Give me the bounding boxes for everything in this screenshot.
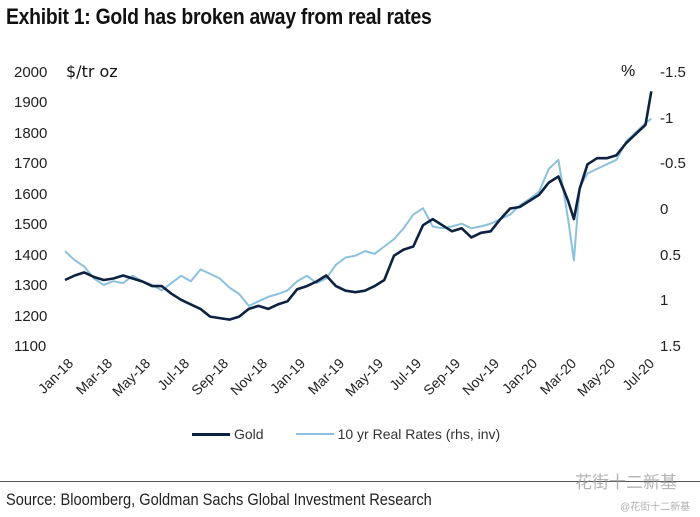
left-axis-tick-label: 1600 (14, 185, 48, 203)
left-axis-tick-label: 1200 (14, 307, 48, 325)
left-axis-tick-label: 1100 (14, 338, 47, 355)
left-axis-tick-label: 1700 (14, 155, 48, 173)
left-axis-tick-label: 1300 (14, 277, 48, 295)
watermark: 花街十二新基 (575, 473, 677, 492)
right-axis-tick-label: 0.5 (660, 246, 681, 264)
legend: Gold 10 yr Real Rates (rhs, inv) (192, 426, 500, 442)
legend-label-real-rates: 10 yr Real Rates (rhs, inv) (337, 426, 501, 442)
right-axis-tick-label: -0.5 (660, 155, 686, 173)
left-axis-tick-label: 1900 (14, 94, 48, 112)
right-axis-tick-label: 1.5 (660, 338, 681, 355)
left-axis-tick-label: 1500 (14, 216, 48, 234)
right-axis-unit-label: % (621, 63, 636, 80)
series-line-gold (64, 91, 653, 321)
source-note: Source: Bloomberg, Goldman Sachs Global … (6, 490, 432, 509)
right-axis-tick-label: -1.5 (660, 64, 686, 81)
legend-swatch-real-rates (295, 433, 334, 435)
left-axis-tick-label: 2000 (14, 64, 48, 81)
chart-title: Exhibit 1: Gold has broken away from rea… (6, 4, 432, 29)
footer-divider (0, 481, 700, 482)
legend-label-gold: Gold (234, 426, 264, 442)
right-axis-tick-label: 0 (660, 201, 669, 218)
left-axis-unit-label: $/tr oz (66, 62, 118, 81)
left-axis-tick-label: 1800 (14, 124, 48, 142)
left-axis-tick-label: 1400 (14, 246, 48, 264)
right-axis-tick-label: 1 (660, 292, 669, 310)
legend-swatch-gold (192, 432, 230, 436)
right-axis-tick-label: -1 (660, 109, 674, 127)
series-line-real-rates (64, 117, 652, 307)
watermark-handle: @花街十二新基 (620, 502, 691, 513)
